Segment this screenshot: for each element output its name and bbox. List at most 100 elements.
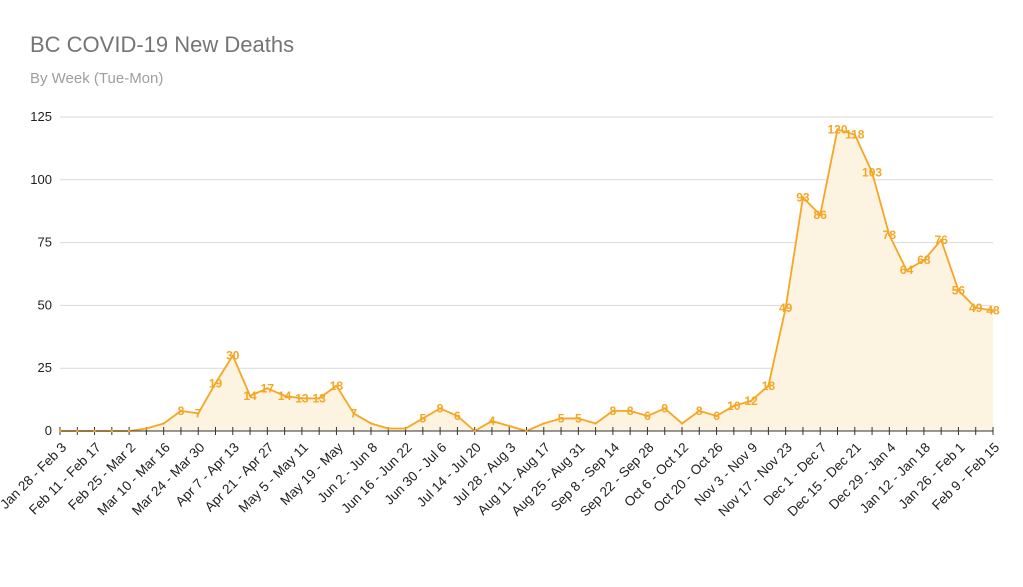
data-label: 9 bbox=[437, 401, 444, 415]
y-tick-label: 125 bbox=[30, 109, 52, 124]
data-label: 5 bbox=[558, 411, 565, 425]
data-label: 6 bbox=[713, 409, 720, 423]
data-point bbox=[611, 409, 615, 413]
data-label: 120 bbox=[827, 123, 847, 137]
data-label: 78 bbox=[883, 228, 897, 242]
chart-title: BC COVID-19 New Deaths bbox=[30, 32, 295, 57]
data-point bbox=[473, 429, 476, 433]
data-point bbox=[628, 409, 632, 413]
data-point bbox=[767, 384, 770, 387]
data-label: 7 bbox=[350, 406, 357, 420]
data-point bbox=[76, 429, 79, 433]
data-point bbox=[127, 429, 131, 433]
data-point bbox=[456, 414, 459, 418]
data-point bbox=[145, 427, 148, 430]
data-label: 14 bbox=[278, 389, 292, 403]
data-label: 10 bbox=[727, 399, 741, 413]
data-point bbox=[542, 422, 545, 425]
data-label: 5 bbox=[419, 411, 426, 425]
data-point bbox=[957, 289, 960, 292]
data-point bbox=[197, 412, 200, 415]
data-point bbox=[352, 412, 355, 415]
data-point bbox=[58, 429, 62, 433]
data-point bbox=[991, 309, 995, 312]
data-label: 64 bbox=[900, 263, 914, 277]
data-label: 48 bbox=[986, 303, 1000, 317]
data-label: 8 bbox=[696, 404, 703, 418]
data-point bbox=[300, 397, 304, 400]
data-label: 30 bbox=[226, 349, 240, 363]
series-area-fill bbox=[60, 129, 993, 431]
data-point bbox=[508, 424, 511, 428]
data-label: 76 bbox=[934, 233, 948, 247]
data-label: 4 bbox=[489, 414, 496, 428]
data-point bbox=[870, 171, 874, 174]
data-label: 103 bbox=[862, 165, 882, 179]
y-tick-label: 75 bbox=[38, 235, 52, 250]
data-point bbox=[819, 213, 822, 217]
data-label: 49 bbox=[779, 301, 793, 315]
data-label: 18 bbox=[330, 379, 344, 393]
data-label: 19 bbox=[209, 376, 223, 390]
data-label: 7 bbox=[195, 406, 202, 420]
y-tick-label: 100 bbox=[30, 172, 52, 187]
data-label: 8 bbox=[178, 404, 185, 418]
data-point bbox=[732, 404, 736, 408]
data-point bbox=[162, 422, 165, 425]
data-point bbox=[784, 306, 787, 310]
y-tick-label: 25 bbox=[38, 360, 52, 375]
data-point bbox=[179, 409, 183, 413]
data-point bbox=[715, 414, 718, 418]
data-point bbox=[836, 128, 839, 131]
data-label: 49 bbox=[969, 301, 983, 315]
data-point bbox=[369, 422, 373, 425]
data-point bbox=[421, 417, 425, 420]
data-point bbox=[525, 429, 528, 433]
data-point bbox=[404, 427, 407, 430]
data-point bbox=[680, 422, 684, 425]
data-point bbox=[939, 238, 943, 242]
data-label: 8 bbox=[627, 404, 634, 418]
data-point bbox=[594, 422, 597, 425]
data-label: 14 bbox=[243, 389, 257, 403]
data-point bbox=[663, 407, 666, 410]
data-point bbox=[93, 429, 96, 433]
data-point bbox=[110, 429, 114, 433]
data-point bbox=[266, 387, 269, 390]
data-point bbox=[577, 417, 580, 420]
data-label: 17 bbox=[261, 381, 275, 395]
chart-subtitle: By Week (Tue-Mon) bbox=[30, 70, 164, 87]
data-label: 6 bbox=[644, 409, 651, 423]
data-label: 8 bbox=[610, 404, 617, 418]
data-point bbox=[231, 354, 234, 357]
data-point bbox=[974, 306, 977, 310]
data-label: 68 bbox=[917, 253, 931, 267]
data-point bbox=[317, 397, 321, 400]
data-point bbox=[888, 233, 891, 237]
data-label: 86 bbox=[814, 208, 828, 222]
data-point bbox=[559, 417, 563, 420]
y-tick-label: 0 bbox=[45, 423, 52, 438]
data-point bbox=[922, 258, 926, 262]
data-point bbox=[283, 394, 286, 398]
data-label: 6 bbox=[454, 409, 461, 423]
data-point bbox=[387, 427, 390, 430]
data-point bbox=[438, 407, 442, 410]
data-point bbox=[801, 196, 805, 199]
data-point bbox=[905, 269, 908, 272]
data-point bbox=[214, 382, 217, 385]
data-label: 12 bbox=[744, 394, 758, 408]
data-label: 13 bbox=[312, 391, 326, 405]
data-point bbox=[335, 384, 338, 387]
data-point bbox=[646, 414, 649, 418]
data-point bbox=[749, 399, 753, 403]
data-label: 118 bbox=[845, 128, 865, 142]
data-label: 9 bbox=[661, 401, 668, 415]
data-point bbox=[853, 133, 856, 136]
data-point bbox=[490, 419, 494, 423]
data-label: 5 bbox=[575, 411, 582, 425]
data-point bbox=[248, 394, 252, 398]
data-point bbox=[698, 409, 701, 413]
data-label: 56 bbox=[952, 283, 966, 297]
